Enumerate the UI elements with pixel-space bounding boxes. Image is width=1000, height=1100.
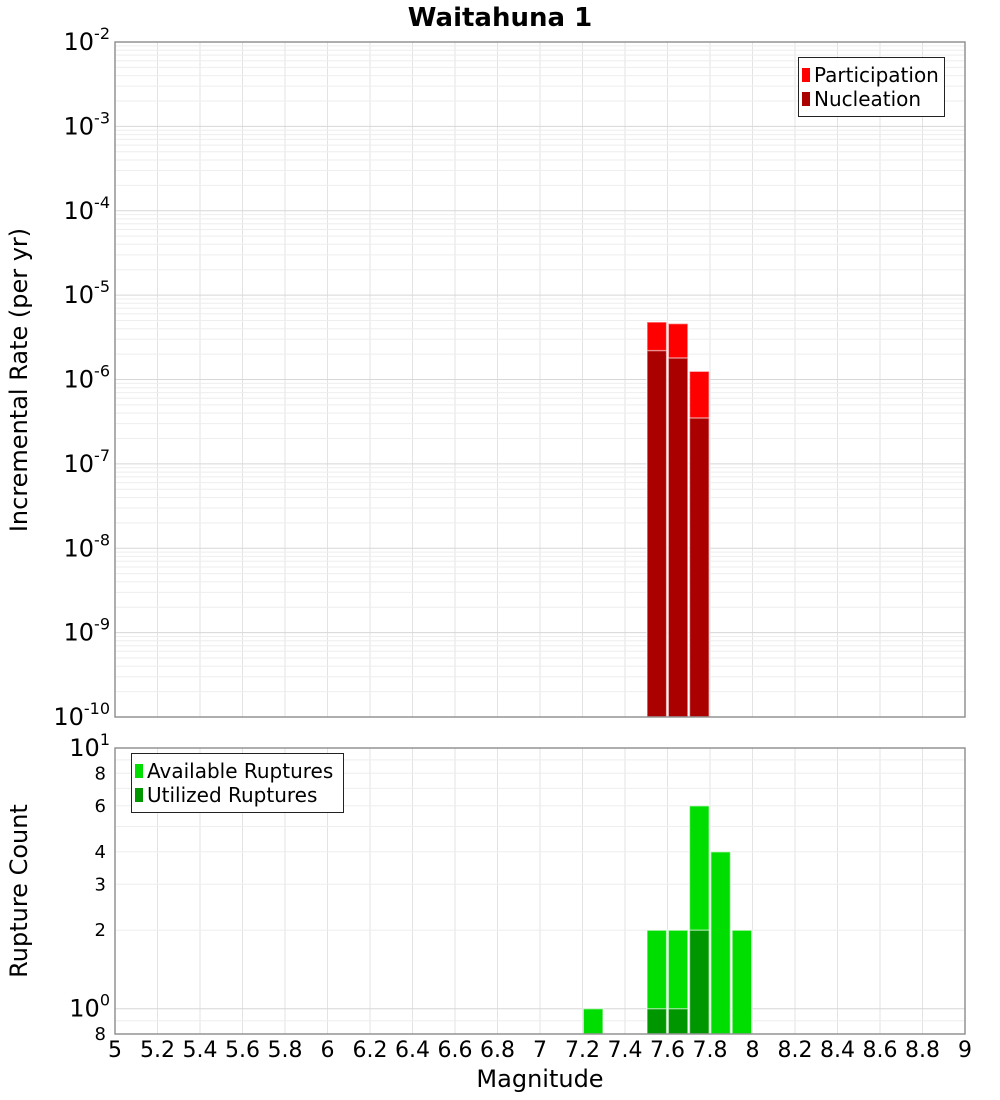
rupture-legend: Available Ruptures Utilized Ruptures (131, 753, 344, 813)
tick-labels-layer: 5 5.2 5.4 5.6 5.8 6 6.2 6.4 6.6 6.8 7 7.2 7.4 7.6 7.8 8… (53, 24, 972, 1063)
nucleation-bar (646, 349, 668, 718)
x-axis-label: Magnitude (476, 1065, 603, 1093)
count-minor-tick-label: 2 (95, 920, 106, 941)
count-minor-tick-label: 6 (95, 796, 106, 817)
x-tick-label: 6 (321, 1038, 335, 1063)
legend-item-participation: Participation (802, 65, 941, 85)
count-minor-tick-label: 8 (95, 1024, 106, 1045)
x-tick-label: 6.8 (480, 1038, 515, 1063)
available-ruptures-bar (731, 929, 753, 1035)
x-tick-label: 8.2 (778, 1038, 813, 1063)
utilized-ruptures-bar (667, 1008, 689, 1035)
x-tick-label: 5.6 (225, 1038, 260, 1063)
x-tick-label: 6.2 (353, 1038, 388, 1063)
legend-label-nucleation: Nucleation (814, 87, 922, 112)
rate-tick-label: 10-3 (64, 108, 111, 140)
chart-title: Waitahuna 1 (408, 3, 592, 33)
rate-legend: Participation Nucleation (798, 57, 945, 117)
x-tick-label: 5.2 (140, 1038, 175, 1063)
x-tick-label: 5 (108, 1038, 122, 1063)
plot-frames-layer (114, 41, 966, 1035)
x-tick-label: 7 (533, 1038, 547, 1063)
legend-item-available-ruptures: Available Ruptures (135, 761, 340, 781)
legend-label-participation: Participation (814, 62, 939, 87)
x-tick-label: 7.2 (565, 1038, 600, 1063)
x-tick-label: 5.4 (183, 1038, 218, 1063)
x-tick-label: 8 (746, 1038, 760, 1063)
available-ruptures-bar (710, 851, 732, 1035)
x-tick-label: 7.6 (650, 1038, 685, 1063)
x-tick-label: 7.4 (608, 1038, 643, 1063)
legend-label-available-ruptures: Available Ruptures (147, 758, 334, 783)
legend-item-utilized-ruptures: Utilized Ruptures (135, 785, 340, 805)
nucleation-bar (667, 357, 689, 718)
rate-tick-label: 10-7 (64, 446, 111, 478)
count-tick-label: 101 (69, 730, 110, 762)
x-tick-label: 7.8 (693, 1038, 728, 1063)
x-tick-label: 8.4 (820, 1038, 855, 1063)
rate-tick-label: 10-4 (64, 193, 111, 225)
rate-tick-label: 10-6 (64, 362, 111, 394)
x-tick-label: 9 (958, 1038, 972, 1063)
gridlines-layer (115, 42, 965, 1034)
participation-swatch (802, 67, 810, 82)
rate-tick-label: 10-10 (53, 699, 110, 731)
x-tick-label: 8.6 (863, 1038, 898, 1063)
x-tick-label: 5.8 (268, 1038, 303, 1063)
nucleation-bar (688, 417, 710, 718)
utilized-ruptures-bar (646, 1008, 668, 1035)
available-ruptures-bar (582, 1008, 604, 1035)
bars-layer (582, 321, 753, 1035)
legend-label-utilized-ruptures: Utilized Ruptures (147, 783, 318, 808)
rate-tick-label: 10-2 (64, 24, 111, 56)
top-y-axis-label: Incremental Rate (per yr) (5, 228, 33, 532)
x-tick-label: 6.4 (395, 1038, 430, 1063)
nucleation-swatch (802, 92, 810, 107)
utilized-ruptures-bar (688, 929, 710, 1035)
legend-item-nucleation: Nucleation (802, 89, 941, 109)
rate-tick-label: 10-9 (64, 615, 111, 647)
count-minor-tick-label: 8 (95, 763, 106, 784)
bottom-plot-frame (114, 747, 966, 1035)
top-plot-frame (114, 41, 966, 718)
count-tick-label: 100 (69, 991, 110, 1023)
count-minor-tick-label: 4 (95, 842, 106, 863)
count-minor-tick-label: 3 (95, 874, 106, 895)
bottom-y-axis-label: Rupture Count (5, 804, 33, 978)
x-tick-label: 8.8 (905, 1038, 940, 1063)
utilized-ruptures-swatch (135, 788, 143, 803)
available-ruptures-swatch (135, 763, 143, 778)
rate-tick-label: 10-5 (64, 277, 111, 309)
rate-tick-label: 10-8 (64, 530, 111, 562)
x-tick-label: 6.6 (438, 1038, 473, 1063)
